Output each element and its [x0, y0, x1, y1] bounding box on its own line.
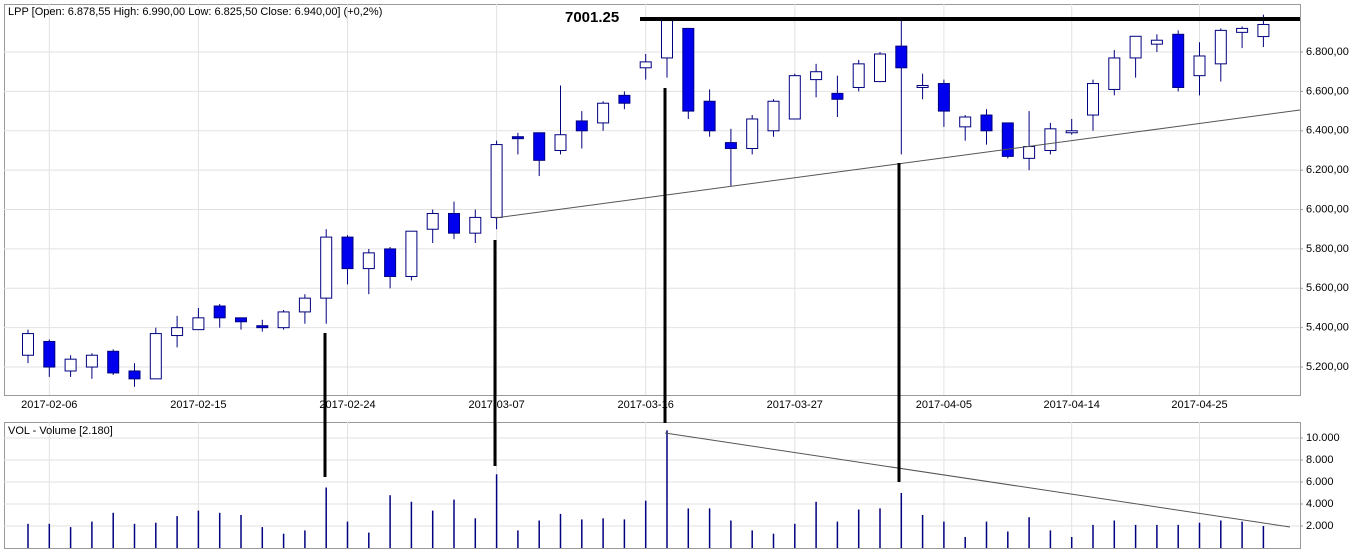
y-tick-label: 6.600,00	[1306, 85, 1349, 97]
candle-body	[1023, 146, 1036, 159]
candle-body	[916, 85, 929, 88]
y-tick-label: 8.000	[1306, 454, 1334, 466]
chart-title: LPP [Open: 6.878,55 High: 6.990,00 Low: …	[8, 6, 382, 18]
candle-body	[22, 333, 34, 356]
candle-body	[362, 252, 375, 270]
candle-body	[405, 230, 418, 277]
y-tick-label: 5.200,00	[1306, 361, 1349, 373]
y-tick-label: 5.400,00	[1306, 322, 1349, 334]
candle-body	[895, 45, 908, 69]
y-tick-label: 6.000,00	[1306, 203, 1349, 215]
candle-body	[1236, 27, 1249, 33]
candle-body	[1257, 23, 1270, 38]
y-tick-label: 6.000	[1306, 476, 1334, 488]
candle-body	[788, 75, 801, 120]
candle-body	[128, 370, 141, 380]
candle-body	[1150, 39, 1163, 45]
candle-body	[511, 136, 524, 140]
x-tick-label: 2017-03-07	[468, 399, 524, 411]
candle-body	[107, 350, 120, 374]
y-tick-label: 6.800,00	[1306, 46, 1349, 58]
candle-body	[1193, 55, 1206, 77]
candle-body	[1087, 83, 1099, 116]
candle-body	[852, 63, 865, 88]
candle-body	[959, 116, 972, 128]
candle-body	[277, 311, 290, 329]
volume-panel	[4, 422, 1301, 549]
candle-body	[320, 236, 333, 299]
candle-body	[213, 305, 226, 319]
x-tick-label: 2017-04-14	[1044, 399, 1100, 411]
y-tick-label: 10.000	[1306, 432, 1340, 444]
candle-body	[43, 340, 56, 368]
candle-body	[575, 120, 588, 132]
x-tick-label: 2017-02-24	[319, 399, 375, 411]
candle-body	[490, 144, 503, 218]
candle-body	[597, 102, 610, 124]
x-tick-label: 2017-03-16	[618, 399, 674, 411]
y-tick-label: 4.000	[1306, 498, 1334, 510]
candle-body	[937, 83, 950, 112]
candle-body	[469, 216, 482, 234]
candle-body	[703, 100, 716, 132]
marks	[22, 14, 1270, 548]
candle-body	[874, 53, 886, 83]
candle-body	[1172, 33, 1185, 88]
candle-body	[767, 100, 780, 132]
candle-body	[1214, 29, 1227, 65]
candle-body	[980, 114, 993, 132]
candle-body	[831, 92, 844, 100]
candle-body	[426, 212, 439, 230]
candle-body	[746, 118, 759, 150]
candle-body	[639, 61, 652, 69]
candle-body	[724, 142, 737, 150]
candle-body	[149, 333, 162, 380]
candle-body	[384, 248, 397, 277]
y-tick-label: 5.800,00	[1306, 243, 1349, 255]
x-tick-label: 2017-04-25	[1171, 399, 1227, 411]
candle-body	[235, 317, 247, 323]
candle-body	[1044, 128, 1057, 151]
candle-body	[448, 212, 460, 234]
candle-body	[1065, 130, 1078, 134]
candle-body	[85, 354, 98, 368]
candle-body	[682, 27, 695, 112]
y-tick-label: 2.000	[1306, 520, 1334, 532]
candle-body	[618, 94, 631, 104]
x-tick-label: 2017-03-27	[767, 399, 823, 411]
x-tick-label: 2017-02-06	[21, 399, 77, 411]
volume-trend-line	[664, 432, 1291, 528]
x-tick-label: 2017-02-15	[170, 399, 226, 411]
annotation: 7001.25	[565, 9, 619, 26]
y-tick-label: 5.600,00	[1306, 282, 1349, 294]
candle-body	[1129, 35, 1142, 59]
candle-body	[1108, 57, 1121, 90]
candle-body	[554, 134, 567, 151]
x-tick-label: 2017-04-05	[916, 399, 972, 411]
price-panel	[4, 4, 1301, 396]
candle-body	[533, 132, 546, 161]
candle-body	[171, 327, 184, 337]
candle-body	[192, 317, 205, 331]
candle-body	[256, 325, 269, 329]
candle-body	[341, 236, 354, 270]
candle-body	[810, 71, 823, 81]
grid	[4, 4, 1303, 548]
candle-body	[1001, 122, 1014, 157]
y-tick-label: 6.400,00	[1306, 125, 1349, 137]
candle-body	[64, 358, 77, 372]
candle-body	[661, 20, 673, 59]
volume-title: VOL - Volume [2.180]	[8, 425, 113, 437]
candle-body	[298, 297, 311, 313]
y-tick-label: 6.200,00	[1306, 164, 1349, 176]
